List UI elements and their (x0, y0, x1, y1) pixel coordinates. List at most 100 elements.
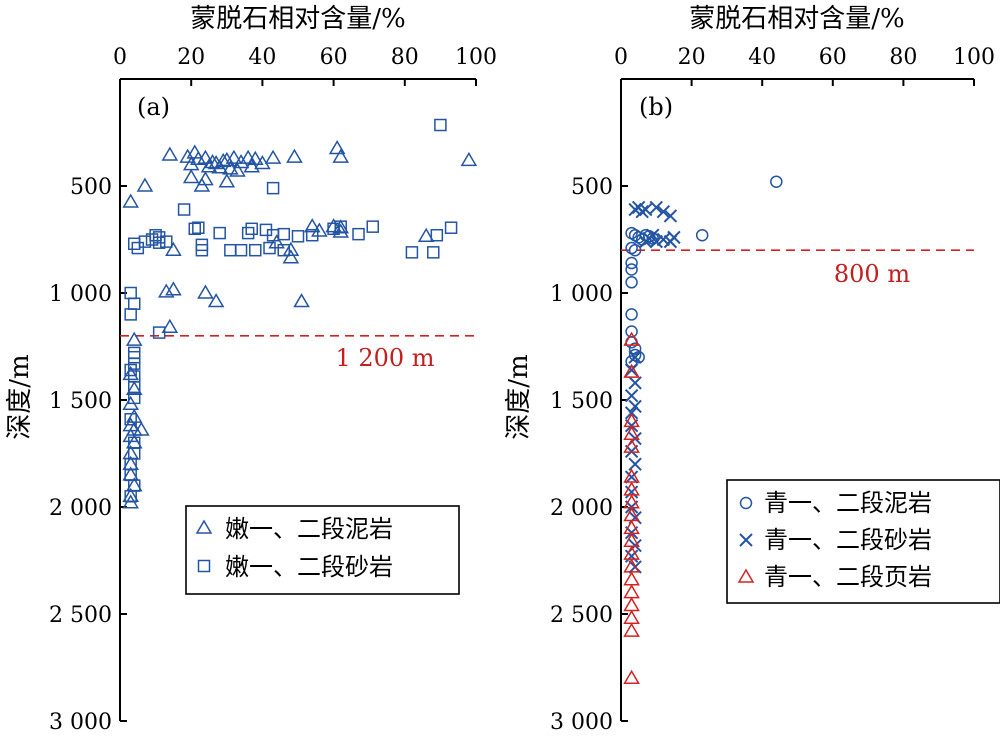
x-tick-label: 80 (889, 45, 917, 70)
data-point (628, 376, 642, 390)
data-point (282, 249, 300, 264)
x-axis-title-a: 蒙脱石相对含量/% (190, 4, 405, 34)
data-point (291, 230, 305, 243)
data-point (277, 243, 291, 257)
data-point (122, 365, 139, 381)
data-point (127, 297, 141, 310)
data-point (649, 234, 664, 249)
data-point (211, 159, 228, 174)
series-sandstone-a (124, 118, 458, 503)
data-point (165, 241, 182, 256)
data-point (229, 162, 246, 177)
data-point (193, 177, 211, 192)
x-tick-label: 20 (177, 45, 205, 70)
y-axis-title-a: 深度/m (5, 354, 35, 439)
legend-marker (739, 533, 753, 547)
y-axis-title-b: 深度/m (504, 354, 534, 439)
data-point (623, 363, 640, 378)
data-point (161, 318, 179, 333)
y-tick-label: 500 (70, 175, 112, 200)
legend-marker (739, 496, 753, 510)
data-point (430, 228, 444, 242)
data-point (624, 549, 639, 563)
data-point (625, 276, 638, 289)
data-point (124, 490, 137, 503)
data-point (157, 283, 175, 298)
data-point (127, 346, 141, 360)
data-point (405, 246, 419, 259)
data-point (188, 222, 202, 236)
y-tick-label: 3 000 (49, 710, 112, 735)
data-point (624, 470, 639, 484)
x-tick-label: 80 (391, 45, 419, 70)
x-tick-label: 60 (819, 45, 847, 70)
axis-lines-a (119, 78, 476, 721)
data-point (161, 146, 179, 161)
data-point (149, 228, 162, 242)
legend-label-sandstone-a: 嫩一、二段砂岩 (225, 553, 393, 581)
data-point (770, 175, 783, 188)
data-point (656, 204, 671, 219)
data-point (136, 177, 154, 192)
y-ticks-b: 500 1 000 1 500 2 000 2 500 3 000 (550, 175, 628, 735)
x-ticks-a: 0 20 40 60 80 100 (113, 45, 497, 86)
x-tick-label: 100 (455, 45, 497, 70)
data-point (625, 256, 638, 270)
data-point (625, 263, 638, 276)
data-point (624, 485, 639, 499)
data-point (623, 571, 640, 586)
legend-marker (195, 519, 213, 534)
legend-a: 嫩一、二段泥岩 嫩一、二段砂岩 (185, 505, 460, 595)
data-point (234, 243, 248, 257)
data-point (623, 622, 640, 637)
reference-label-a: 1 200 m (335, 344, 434, 372)
data-point (165, 281, 182, 296)
data-point (625, 325, 638, 338)
data-point (624, 363, 639, 377)
data-point (623, 669, 640, 684)
data-point (695, 228, 709, 242)
data-point (127, 357, 141, 370)
data-point (332, 148, 350, 163)
legend-label-shale-b: 青一、二段页岩 (764, 563, 932, 591)
legend-b: 青一、二段泥岩 青一、二段砂岩 青一、二段页岩 (726, 479, 1000, 604)
data-point (222, 160, 239, 175)
data-point (224, 243, 237, 257)
data-point (241, 226, 255, 240)
data-point (663, 209, 678, 223)
data-point (434, 118, 447, 132)
y-tick-label: 2 500 (49, 603, 112, 628)
y-tick-label: 2 000 (49, 496, 112, 521)
panel-label-a: (a) (137, 93, 170, 121)
data-point (623, 584, 640, 599)
data-point (197, 149, 214, 164)
data-point (334, 220, 347, 233)
series-mudstone-a (122, 140, 478, 509)
data-point (207, 155, 225, 170)
data-point (195, 243, 209, 257)
data-point (249, 243, 262, 257)
data-point (204, 153, 221, 169)
data-point (125, 380, 143, 396)
data-point (245, 222, 258, 236)
x-tick-label: 0 (113, 45, 127, 70)
data-point (649, 200, 664, 215)
legend-box-a (185, 505, 460, 595)
data-point (268, 234, 285, 249)
data-point (124, 308, 137, 321)
data-point (213, 226, 226, 240)
data-point (246, 150, 264, 165)
data-point (427, 246, 440, 259)
data-point (328, 140, 346, 155)
data-point (293, 293, 310, 308)
data-point (152, 326, 166, 339)
data-point (623, 331, 640, 346)
data-point (623, 596, 640, 612)
data-point (179, 148, 196, 163)
data-point (125, 331, 143, 346)
legend-marker-sandstone-a (197, 559, 211, 573)
y-tick-label: 2 000 (550, 496, 613, 521)
data-point (263, 241, 276, 255)
reference-label-b: 800 m (834, 260, 910, 288)
